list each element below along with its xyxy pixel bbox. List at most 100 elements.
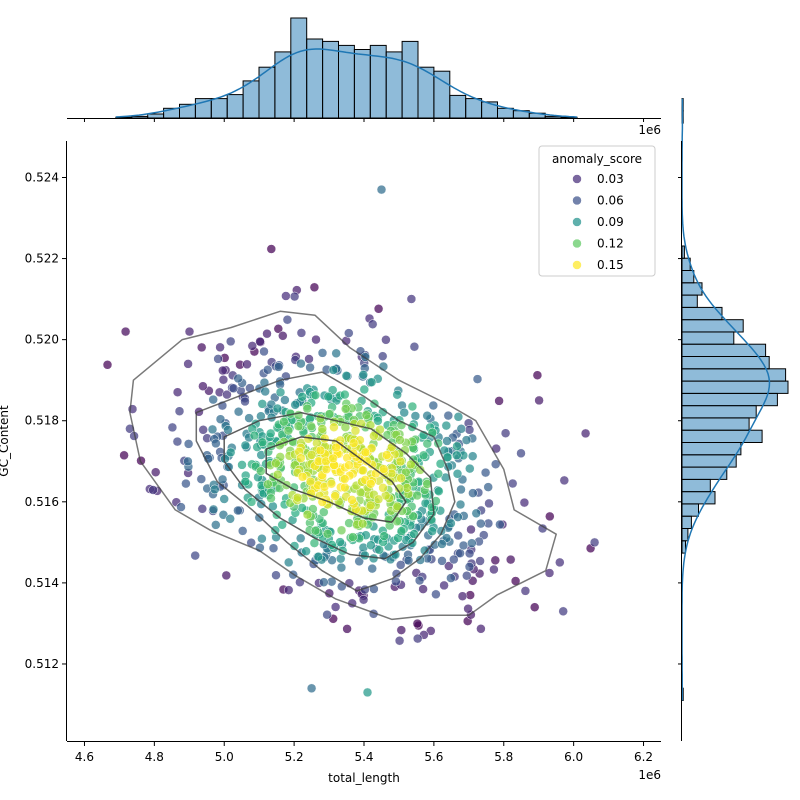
scatter-point: [215, 342, 225, 353]
scatter-point: [207, 424, 218, 435]
scatter-point: [381, 450, 392, 460]
x-tick-label: 5.8: [494, 750, 513, 764]
scatter-point: [283, 585, 294, 595]
y-tick-label: 0.522: [25, 252, 59, 266]
scatter-point: [472, 374, 483, 384]
scatter-point: [270, 525, 281, 535]
scatter-point: [174, 406, 185, 416]
scatter-point: [283, 557, 294, 568]
scatter-point: [257, 437, 268, 448]
x-axis-offset-text: 1e6: [638, 768, 661, 782]
scatter-point: [374, 545, 384, 555]
scatter-point: [310, 525, 321, 536]
scatter-point: [377, 351, 388, 361]
scatter-point: [293, 421, 304, 431]
scatter-point: [362, 687, 373, 698]
scatter-point: [221, 570, 232, 581]
scatter-point: [306, 421, 316, 432]
scatter-point: [589, 537, 600, 548]
scatter-point: [181, 478, 191, 489]
y-axis-title: GC_Content: [0, 405, 11, 477]
x-tick-label: 4.8: [145, 750, 164, 764]
scatter-point: [262, 365, 273, 375]
scatter-point: [341, 371, 352, 381]
scatter-point: [362, 456, 372, 467]
legend-marker: [572, 260, 582, 270]
scatter-point: [240, 440, 251, 451]
scatter-point: [237, 526, 248, 536]
scatter-point: [256, 466, 266, 476]
scatter-point: [225, 447, 236, 458]
scatter-point: [484, 498, 494, 509]
scatter-point: [319, 577, 329, 587]
legend-marker: [572, 195, 582, 206]
scatter-point: [516, 448, 526, 459]
right-hist-bar: [681, 294, 698, 308]
scatter-point: [544, 568, 555, 578]
right-hist-bar: [681, 270, 695, 284]
scatter-point: [412, 490, 422, 501]
scatter-point: [331, 348, 341, 359]
scatter-point: [394, 635, 405, 646]
scatter-point: [348, 532, 358, 542]
scatter-point: [422, 410, 432, 421]
scatter-points: [102, 184, 600, 698]
y-tick-label: 0.518: [25, 414, 59, 428]
legend-title: anomaly_score: [552, 152, 642, 166]
top-hist-bar: [306, 38, 324, 119]
scatter-point: [196, 474, 207, 484]
legend-label: 0.15: [597, 258, 624, 272]
legend-label: 0.06: [597, 194, 624, 208]
top-hist-bar: [544, 115, 562, 119]
scatter-point: [272, 403, 283, 414]
scatter-point: [558, 606, 568, 617]
scatter-point: [367, 319, 378, 329]
y-tick-label: 0.524: [25, 170, 59, 184]
scatter-point: [278, 331, 288, 341]
scatter-point: [340, 482, 350, 493]
scatter-point: [555, 557, 565, 568]
scatter-point: [305, 362, 315, 373]
scatter-point: [340, 404, 351, 414]
scatter-point: [471, 508, 482, 519]
scatter-point: [183, 359, 193, 369]
scatter-point: [458, 540, 469, 551]
scatter-point: [240, 396, 250, 407]
scatter-point: [357, 465, 368, 476]
scatter-point: [507, 478, 518, 489]
right-hist-bar: [681, 429, 763, 444]
scatter-point: [409, 341, 420, 352]
scatter-point: [342, 624, 352, 634]
scatter-point: [489, 564, 499, 575]
scatter-point: [329, 422, 339, 432]
x-tick-label: 6.0: [564, 750, 583, 764]
scatter-point: [348, 438, 359, 448]
scatter-point: [344, 328, 354, 338]
legend-label: 0.09: [597, 215, 624, 229]
scatter-point: [462, 570, 472, 581]
scatter-point: [330, 602, 341, 612]
top-hist-bar: [147, 113, 165, 119]
scatter-point: [449, 554, 459, 565]
top-hist-bar: [385, 51, 403, 119]
scatter-point: [500, 428, 511, 438]
scatter-point: [289, 291, 300, 302]
scatter-point: [452, 441, 462, 452]
right-hist-bar: [681, 368, 787, 382]
scatter-point: [519, 497, 530, 508]
scatter-point: [255, 336, 265, 347]
kde-contour-3: [223, 411, 435, 560]
scatter-point: [208, 504, 219, 515]
scatter-point: [328, 453, 338, 464]
kde-contours: [129, 310, 557, 621]
scatter-point: [257, 399, 268, 409]
scatter-point: [344, 460, 354, 470]
top-hist-bar: [242, 80, 260, 119]
scatter-point: [305, 476, 316, 487]
scatter-point: [457, 591, 468, 601]
top-hist-bar: [290, 17, 308, 119]
scatter-point: [310, 390, 321, 400]
scatter-point: [311, 334, 321, 345]
scatter-point: [335, 537, 345, 547]
legend-marker: [572, 174, 582, 184]
